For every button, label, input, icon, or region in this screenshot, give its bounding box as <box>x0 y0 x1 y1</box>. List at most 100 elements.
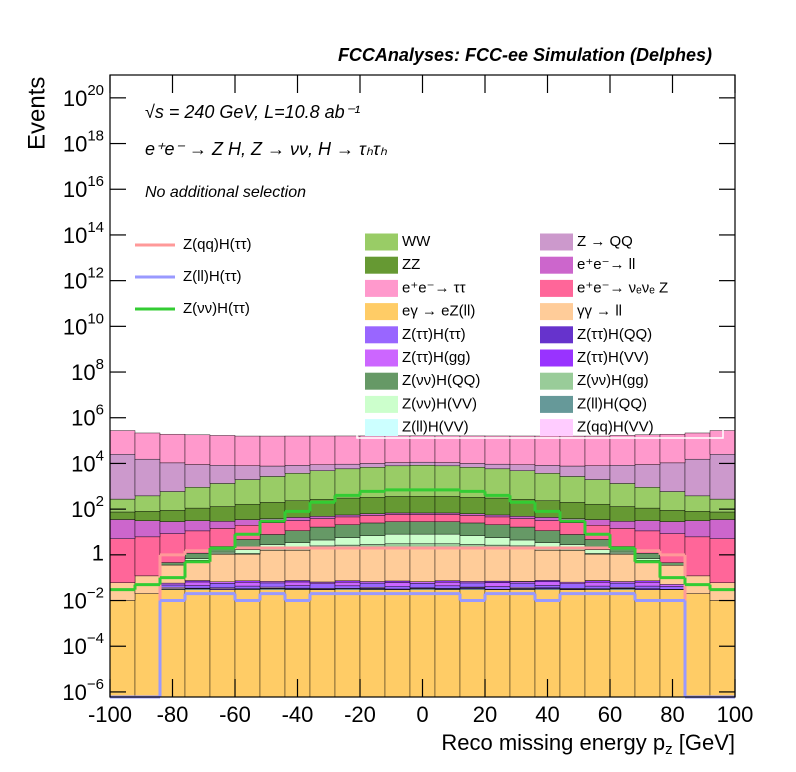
x-tick-label: 80 <box>660 702 684 727</box>
y-tick-label: 106 <box>71 402 104 431</box>
bar-segment <box>459 547 486 582</box>
y-axis-label: Events <box>23 77 50 150</box>
legend-box <box>356 227 724 439</box>
bar-segment <box>584 503 611 520</box>
legend-swatch <box>540 395 573 413</box>
bar-segment <box>509 518 536 528</box>
axes: 10−610−410−21102104106108101010121014101… <box>62 75 753 727</box>
legend-swatch <box>365 419 398 437</box>
legend-swatch <box>365 326 398 344</box>
bar-segment <box>159 533 186 563</box>
bar-segment <box>484 514 511 518</box>
bar-segment <box>434 533 461 544</box>
bar-segment <box>484 497 511 516</box>
legend-swatch <box>365 395 398 413</box>
x-tick-label: -80 <box>157 702 189 727</box>
bar-segment <box>484 586 511 590</box>
annotation: √s = 240 GeV, L=10.8 ab⁻¹ <box>145 102 360 122</box>
bar-segment <box>484 468 511 499</box>
bar-segment <box>184 589 211 698</box>
bar-segment <box>234 465 261 480</box>
bar-segment <box>534 465 561 474</box>
signals <box>110 488 735 699</box>
bar-segment <box>434 581 461 587</box>
bar-segment <box>109 454 136 500</box>
bar-segment <box>234 519 261 526</box>
bar-segment <box>509 582 536 588</box>
bar-segment <box>359 513 386 516</box>
bar-segment <box>284 530 311 543</box>
bar-segment <box>459 589 486 698</box>
bar-segment <box>634 487 661 509</box>
bar-segment <box>509 464 536 471</box>
bar-segment <box>634 553 661 559</box>
legend-swatch <box>365 279 398 297</box>
bar-segment <box>209 483 236 507</box>
bar-segment <box>684 458 711 497</box>
bar-segment <box>309 464 336 471</box>
bar-segment <box>159 521 186 534</box>
bar-segment <box>159 584 186 588</box>
bar-segment <box>184 558 211 561</box>
bar-segment <box>584 465 611 480</box>
bar-segment <box>384 533 411 544</box>
x-tick-label: -20 <box>344 702 376 727</box>
bar-segment <box>584 553 611 581</box>
legend-label: Z(ττ)H(ττ) <box>402 326 466 343</box>
x-tick-label: 20 <box>473 702 497 727</box>
bar-segment <box>384 521 411 535</box>
y-tick-exp: 18 <box>87 128 104 145</box>
bar-segment <box>709 600 736 698</box>
bar-segment <box>234 589 261 698</box>
bar-segment <box>284 585 311 589</box>
bar-segment <box>659 565 686 585</box>
bar-segment <box>334 581 361 587</box>
bar-segment <box>634 585 661 589</box>
y-tick-exp: −4 <box>87 630 104 647</box>
bar-segment <box>234 553 261 582</box>
bar-segment <box>134 432 161 460</box>
bar-segment <box>634 434 661 465</box>
bar-segment <box>559 583 586 589</box>
bar-segment <box>609 553 636 582</box>
bar-segment <box>459 435 486 464</box>
bar-segment <box>409 533 436 544</box>
bar-segment <box>109 600 136 698</box>
bar-segment <box>434 465 461 497</box>
bar-segment <box>634 580 661 583</box>
bar-segment <box>234 525 261 540</box>
bar-segment <box>509 526 536 541</box>
bar-segment <box>709 498 736 513</box>
bar-segment <box>584 549 611 554</box>
bar-segment <box>309 470 336 500</box>
bar-segment <box>559 465 586 477</box>
bar-segment <box>509 470 536 500</box>
bar-segment <box>659 586 686 590</box>
bar-segment <box>209 583 236 589</box>
x-axis-label-part: Reco missing energy p <box>441 730 665 755</box>
bar-segment <box>609 551 636 554</box>
x-axis-label-sub: z <box>665 741 673 758</box>
bar-segment <box>584 435 611 466</box>
legend-swatch <box>365 303 398 321</box>
bar-segment <box>209 589 236 698</box>
bar-segment <box>384 496 411 514</box>
y-tick-exp: 12 <box>87 265 104 282</box>
legend-swatch <box>540 233 573 251</box>
bar-segment <box>634 560 661 582</box>
bar-segment <box>384 580 411 583</box>
bar-segment <box>409 547 436 582</box>
bar-segment <box>159 564 186 584</box>
bar-segment <box>634 464 661 488</box>
y-tick-base: 10 <box>71 497 95 522</box>
bar-segment <box>459 497 486 514</box>
bar-segment <box>484 463 511 470</box>
bar-segment <box>534 550 561 581</box>
bar-segment <box>434 496 461 514</box>
bar-segment <box>184 520 211 532</box>
bar-segment <box>534 585 561 589</box>
bar-segment <box>184 585 211 589</box>
bar-segment <box>309 589 336 698</box>
bar-segment <box>409 461 436 466</box>
bar-segment <box>534 520 561 531</box>
